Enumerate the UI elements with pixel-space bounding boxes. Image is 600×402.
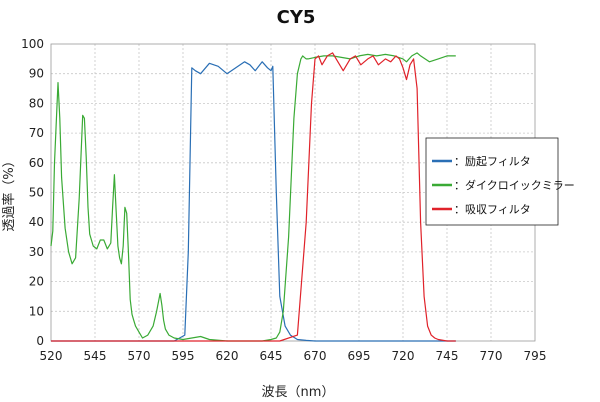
y-tick-label: 70 xyxy=(29,126,44,140)
series-layer xyxy=(50,52,456,342)
legend-box xyxy=(425,137,559,226)
x-tick-label: 670 xyxy=(304,349,327,363)
x-tick-label: 720 xyxy=(392,349,415,363)
x-tick-label: 520 xyxy=(40,349,63,363)
series-line-1 xyxy=(51,61,456,342)
y-axis-label: 透過率（%） xyxy=(1,154,17,231)
chart-title: CY5 xyxy=(277,7,316,28)
y-tick-label: 90 xyxy=(29,67,44,81)
y-tick-label: 100 xyxy=(21,37,44,51)
x-tick-label: 645 xyxy=(260,349,283,363)
x-tick-label: 545 xyxy=(84,349,107,363)
x-axis-ticks: 520 545 570 595 620 645 670 695 720 745 770 795 xyxy=(40,349,547,363)
y-tick-label: 30 xyxy=(29,245,44,259)
x-tick-label: 745 xyxy=(436,349,459,363)
legend-label: ：励起フィルタ xyxy=(454,155,531,168)
y-tick-label: 60 xyxy=(29,156,44,170)
x-axis-label: 波長（nm） xyxy=(262,385,335,400)
series-line-3 xyxy=(51,52,456,342)
y-axis-ticks: 0 10 20 30 40 50 60 70 80 90 100 xyxy=(21,37,44,348)
series-line-2 xyxy=(50,52,456,342)
y-tick-label: 20 xyxy=(29,275,44,289)
y-tick-label: 50 xyxy=(29,186,44,200)
x-tick-label: 695 xyxy=(348,349,371,363)
x-tick-label: 795 xyxy=(524,349,547,363)
y-tick-label: 40 xyxy=(29,215,44,229)
x-tick-label: 770 xyxy=(480,349,503,363)
y-tick-label: 80 xyxy=(29,96,44,110)
x-tick-label: 595 xyxy=(172,349,195,363)
x-tick-label: 620 xyxy=(216,349,239,363)
legend-label: ：吸収フィルタ xyxy=(454,203,531,216)
x-tick-label: 570 xyxy=(128,349,151,363)
y-tick-label: 0 xyxy=(36,334,44,348)
y-tick-label: 10 xyxy=(29,304,44,318)
legend: ：励起フィルタ ：ダイクロイックミラー ：吸収フィルタ xyxy=(425,137,575,226)
legend-label: ：ダイクロイックミラー xyxy=(454,178,575,192)
